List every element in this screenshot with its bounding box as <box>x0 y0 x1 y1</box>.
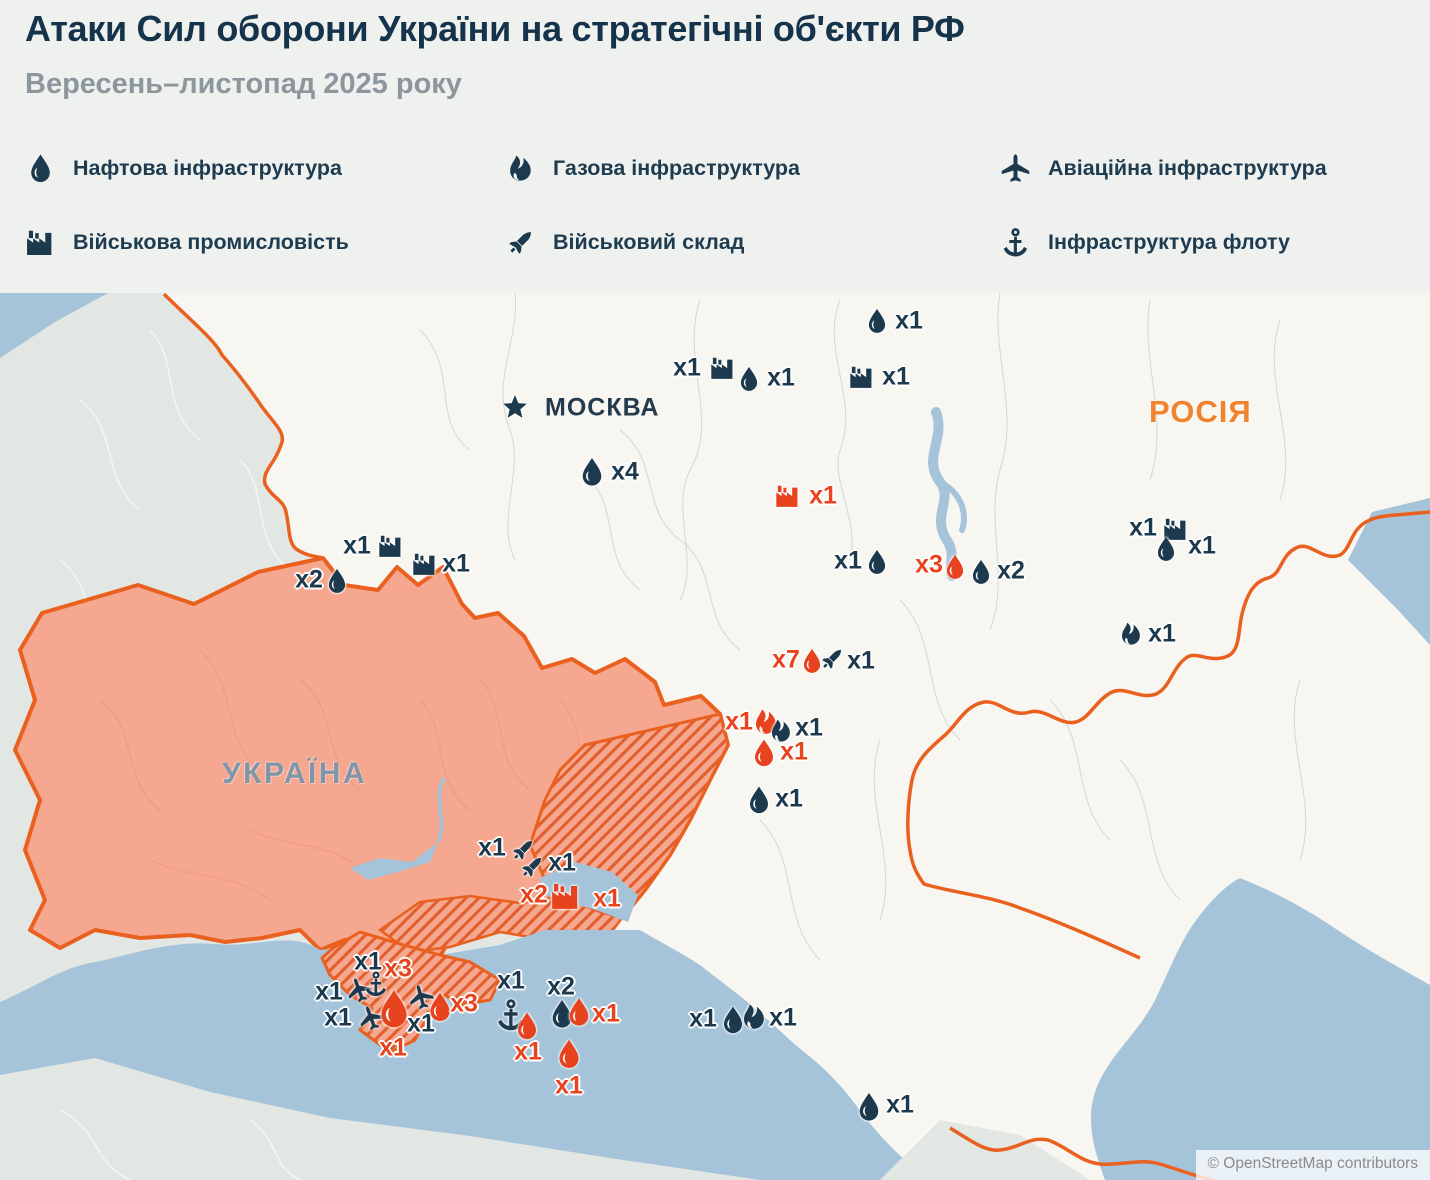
russia-georgia-border <box>949 1126 1216 1180</box>
legend-label: Військовий склад <box>553 229 745 254</box>
legend-label: Нафтова інфраструктура <box>73 155 343 180</box>
map-canvas <box>0 293 1430 1180</box>
anchor-icon <box>1000 227 1031 258</box>
caspian-sea <box>1090 878 1430 1180</box>
legend-label: Військова промисловість <box>73 229 349 254</box>
gas-flame-icon <box>505 153 536 184</box>
factory-icon <box>25 227 56 258</box>
legend-item-anchor: Інфраструктура флоту <box>1000 224 1290 260</box>
legend-label: Газова інфраструктура <box>553 155 801 180</box>
page-subtitle: Вересень–листопад 2025 року <box>25 68 462 100</box>
legend-item-oil: Нафтова інфраструктура <box>25 150 342 186</box>
russia-land <box>164 293 1430 1180</box>
legend-item-missile: Військовий склад <box>505 224 744 260</box>
basemap <box>0 293 1430 1180</box>
legend-item-factory: Військова промисловість <box>25 224 349 260</box>
legend-item-gas: Газова інфраструктура <box>505 150 800 186</box>
russia-kazakhstan-border <box>906 510 1430 960</box>
turkey-land <box>0 1058 760 1180</box>
missile-icon <box>505 227 536 258</box>
legend-label: Авіаційна інфраструктура <box>1048 155 1327 180</box>
azov-sea <box>540 862 638 922</box>
legend-label: Інфраструктура флоту <box>1048 229 1290 254</box>
oil-drop-icon <box>25 153 56 184</box>
legend-item-plane: Авіаційна інфраструктура <box>1000 150 1327 186</box>
page-title: Атаки Сил оборони України на стратегічні… <box>25 8 965 49</box>
russia-border <box>162 293 324 560</box>
airplane-icon <box>1000 153 1031 184</box>
map-attribution: © OpenStreetMap contributors <box>1195 1150 1430 1180</box>
header: Атаки Сил оборони України на стратегічні… <box>0 0 1430 293</box>
georgia-land <box>880 1120 1090 1180</box>
